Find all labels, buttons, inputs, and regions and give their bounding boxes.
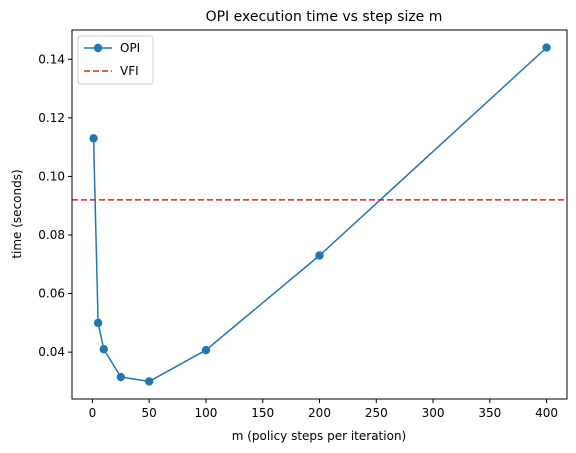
x-tick-label: 100 xyxy=(195,406,218,420)
data-point xyxy=(315,251,324,260)
x-tick-label: 150 xyxy=(251,406,274,420)
y-tick-label: 0.04 xyxy=(38,345,65,359)
data-point xyxy=(89,134,98,143)
legend-box xyxy=(77,35,154,85)
legend-opi-label: OPI xyxy=(120,41,140,55)
x-tick-label: 0 xyxy=(89,406,97,420)
legend-vfi-label: VFI xyxy=(120,64,139,78)
x-tick-label: 200 xyxy=(308,406,331,420)
series-line-opi xyxy=(92,47,548,383)
data-point xyxy=(201,345,211,355)
y-tick-label: 0.10 xyxy=(38,169,65,183)
y-tick-label: 0.08 xyxy=(38,228,65,242)
y-axis-label: time (seconds) xyxy=(10,169,24,258)
x-tick-label: 250 xyxy=(365,406,388,420)
x-tick-label: 50 xyxy=(142,406,157,420)
data-point xyxy=(116,372,126,382)
x-tick-label: 400 xyxy=(535,406,558,420)
data-point xyxy=(93,318,103,328)
data-point xyxy=(99,345,108,354)
chart-title: OPI execution time vs step size m xyxy=(206,9,443,25)
plot-frame xyxy=(71,29,568,400)
data-point xyxy=(145,377,154,386)
y-axis: 0.04 0.06 0.08 0.10 0.12 0.14 xyxy=(38,52,72,359)
data-point xyxy=(542,43,551,52)
legend: OPI VFI xyxy=(77,35,154,85)
y-tick-label: 0.12 xyxy=(38,111,65,125)
legend-opi-marker xyxy=(93,43,103,53)
x-axis-label: m (policy steps per iteration) xyxy=(232,429,406,443)
x-tick-label: 350 xyxy=(478,406,501,420)
plot-area xyxy=(72,43,567,386)
y-tick-label: 0.06 xyxy=(38,287,65,301)
x-axis: 0 50 100 150 200 250 300 350 400 xyxy=(89,399,558,420)
x-tick-label: 300 xyxy=(422,406,445,420)
y-tick-label: 0.14 xyxy=(38,52,65,66)
